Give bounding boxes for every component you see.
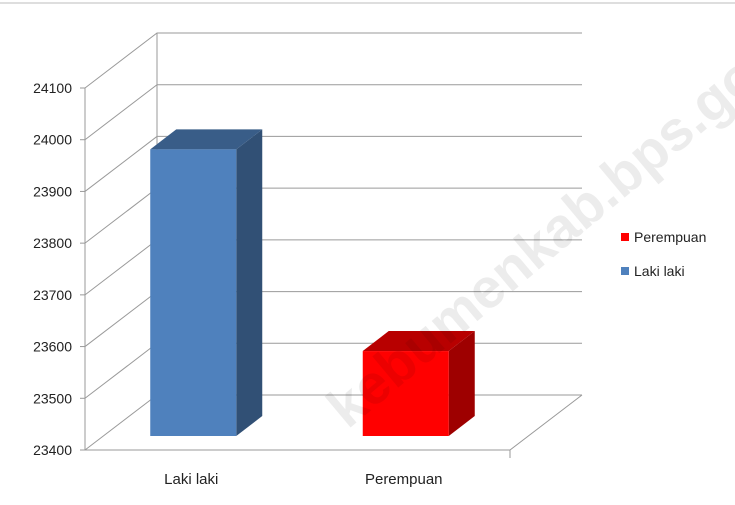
bar-front-face: [362, 351, 449, 436]
x-axis-labels: Laki laki Perempuan: [164, 471, 442, 488]
y-tick-label: 23800: [33, 235, 72, 251]
bar-top-face: [150, 129, 263, 150]
y-tick-label: 24000: [33, 132, 72, 148]
y-tick-label: 23900: [33, 183, 72, 199]
watermark: kebumenkab.bps.go.id: [315, 1, 735, 439]
legend-swatch: [621, 267, 629, 275]
gridline: [84, 84, 582, 141]
y-tick-label: 23600: [33, 339, 72, 355]
y-tick-label: 23400: [33, 442, 72, 458]
gridline: [84, 32, 582, 89]
bar-front-face: [150, 149, 237, 436]
x-tick-label: Laki laki: [164, 471, 218, 488]
x-tick-label: Perempuan: [365, 471, 443, 488]
legend: Perempuan Laki laki: [621, 229, 706, 279]
bar: [150, 129, 263, 436]
gridline: [84, 135, 582, 192]
legend-label: Laki laki: [634, 263, 685, 279]
bar-top-face: [362, 331, 475, 352]
bar-side-face: [236, 129, 263, 436]
bars: [150, 129, 475, 436]
legend-swatch: [621, 233, 629, 241]
y-tick-label: 24100: [33, 80, 72, 96]
y-axis-ticks: 23400 23500 23600 23700 23800 23900 24000 24100: [33, 80, 72, 458]
bar: [362, 331, 475, 436]
legend-label: Perempuan: [634, 229, 706, 245]
y-tick-label: 23500: [33, 390, 72, 406]
bar-side-face: [448, 331, 475, 436]
y-tick-label: 23700: [33, 287, 72, 303]
